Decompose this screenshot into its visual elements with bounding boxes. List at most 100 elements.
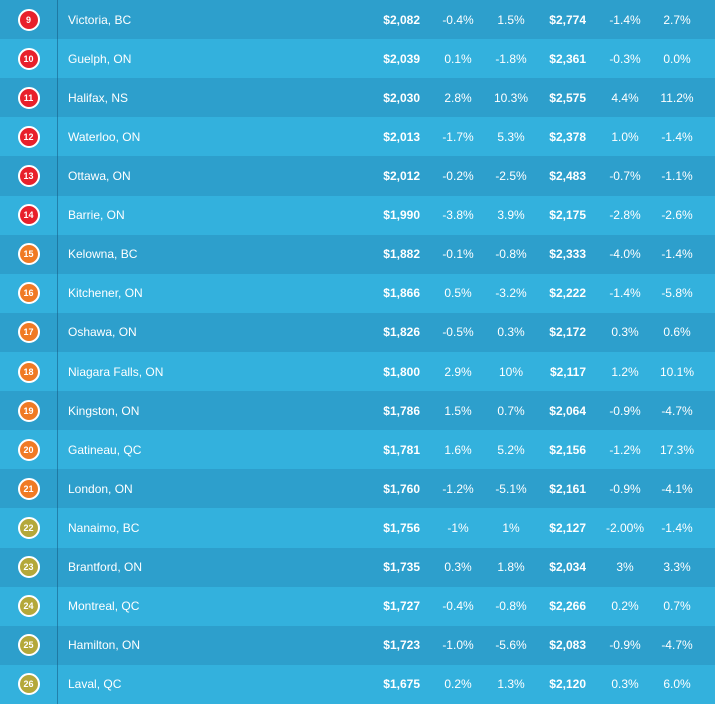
two-bedroom-monthly-change: -2.00%: [605, 520, 645, 535]
rank-badge: 10: [17, 47, 40, 70]
table-row: 26 Laval, QC $1,675 0.2% 1.3% $2,120 0.3…: [0, 664, 715, 704]
rank-badge: 23: [17, 556, 40, 579]
two-bedroom-monthly-change: -1.4%: [609, 12, 641, 27]
two-bedroom-rent: $2,483: [549, 168, 586, 183]
two-bedroom-yearly-change: 17.3%: [659, 442, 695, 457]
rank-badge: 14: [17, 204, 40, 227]
city-name: Montreal, QC: [68, 599, 140, 614]
two-bedroom-monthly-change: 0.3%: [611, 677, 639, 692]
one-bedroom-yearly-change: 1.5%: [497, 12, 525, 27]
one-bedroom-rent: $1,990: [383, 208, 420, 223]
one-bedroom-rent: $1,756: [383, 520, 420, 535]
one-bedroom-yearly-change: 0.7%: [497, 403, 525, 418]
rank-cell: 13: [0, 156, 58, 196]
rank-cell: 21: [0, 469, 58, 509]
one-bedroom-monthly-change: 0.3%: [444, 560, 472, 575]
one-bedroom-yearly-change: -3.2%: [495, 286, 527, 301]
rank-cell: 12: [0, 117, 58, 157]
two-bedroom-yearly-change: 0.7%: [663, 599, 691, 614]
two-bedroom-yearly-change: -4.7%: [661, 403, 693, 418]
one-bedroom-rent: $1,800: [383, 364, 420, 379]
city-name: Hamilton, ON: [68, 638, 141, 653]
two-bedroom-rent: $2,175: [549, 208, 586, 223]
two-bedroom-yearly-change: 6.0%: [663, 677, 691, 692]
one-bedroom-yearly-change: -5.6%: [495, 638, 527, 653]
one-bedroom-rent: $1,781: [383, 442, 420, 457]
one-bedroom-rent: $1,735: [383, 560, 420, 575]
two-bedroom-monthly-change: 0.2%: [611, 599, 639, 614]
two-bedroom-monthly-change: -0.9%: [609, 481, 641, 496]
two-bedroom-rent: $2,333: [549, 247, 586, 262]
table-row: 11 Halifax, NS $2,030 2.8% 10.3% $2,575 …: [0, 78, 715, 118]
one-bedroom-yearly-change: 1%: [502, 520, 520, 535]
rank-badge: 13: [17, 164, 40, 187]
one-bedroom-rent: $1,786: [383, 403, 420, 418]
table-row: 25 Hamilton, ON $1,723 -1.0% -5.6% $2,08…: [0, 625, 715, 665]
table-row: 13 Ottawa, ON $2,012 -0.2% -2.5% $2,483 …: [0, 156, 715, 196]
rank-badge: 9: [17, 8, 40, 31]
two-bedroom-yearly-change: -4.7%: [661, 638, 693, 653]
city-name: Niagara Falls, ON: [68, 364, 164, 379]
two-bedroom-rent: $2,266: [549, 599, 586, 614]
city-name: Kelowna, BC: [68, 247, 138, 262]
one-bedroom-yearly-change: -0.8%: [495, 247, 527, 262]
rank-cell: 22: [0, 508, 58, 548]
two-bedroom-rent: $2,575: [549, 90, 586, 105]
one-bedroom-rent: $1,826: [383, 325, 420, 340]
two-bedroom-yearly-change: -2.6%: [661, 208, 693, 223]
one-bedroom-rent: $1,675: [383, 677, 420, 692]
table-row: 10 Guelph, ON $2,039 0.1% -1.8% $2,361 -…: [0, 39, 715, 79]
rank-badge: 22: [17, 516, 40, 539]
two-bedroom-monthly-change: -0.9%: [609, 403, 641, 418]
city-name: Waterloo, ON: [68, 129, 141, 144]
one-bedroom-rent: $2,030: [383, 90, 420, 105]
two-bedroom-yearly-change: 2.7%: [663, 12, 691, 27]
table-row: 18 Niagara Falls, ON $1,800 2.9% 10% $2,…: [0, 351, 715, 392]
two-bedroom-rent: $2,378: [549, 129, 586, 144]
two-bedroom-yearly-change: -1.4%: [661, 520, 693, 535]
table-row: 23 Brantford, ON $1,735 0.3% 1.8% $2,034…: [0, 547, 715, 587]
city-name: Halifax, NS: [68, 90, 129, 105]
one-bedroom-rent: $1,723: [383, 638, 420, 653]
one-bedroom-monthly-change: -0.1%: [442, 247, 474, 262]
one-bedroom-yearly-change: -5.1%: [495, 481, 527, 496]
one-bedroom-monthly-change: 0.5%: [444, 286, 472, 301]
one-bedroom-yearly-change: 3.9%: [497, 208, 525, 223]
city-name: Guelph, ON: [68, 51, 132, 66]
two-bedroom-monthly-change: 3%: [616, 560, 634, 575]
two-bedroom-rent: $2,034: [549, 560, 586, 575]
one-bedroom-monthly-change: 0.2%: [444, 677, 472, 692]
city-name: Ottawa, ON: [68, 168, 131, 183]
city-name: Nanaimo, BC: [68, 520, 140, 535]
one-bedroom-monthly-change: -0.4%: [442, 12, 474, 27]
one-bedroom-rent: $1,866: [383, 286, 420, 301]
rank-badge: 15: [17, 243, 40, 266]
table-row: 22 Nanaimo, BC $1,756 -1% 1% $2,127 -2.0…: [0, 508, 715, 548]
table-row: 24 Montreal, QC $1,727 -0.4% -0.8% $2,26…: [0, 586, 715, 626]
rank-cell: 9: [0, 0, 58, 40]
rank-badge: 11: [17, 86, 40, 109]
city-name: London, ON: [68, 481, 133, 496]
rank-cell: 15: [0, 234, 58, 274]
one-bedroom-rent: $2,039: [383, 51, 420, 66]
rank-badge: 26: [17, 673, 40, 696]
two-bedroom-yearly-change: 3.3%: [663, 560, 691, 575]
one-bedroom-rent: $2,013: [383, 129, 420, 144]
one-bedroom-rent: $1,727: [383, 599, 420, 614]
table-row: 9 Victoria, BC $2,082 -0.4% 1.5% $2,774 …: [0, 0, 715, 40]
two-bedroom-rent: $2,172: [549, 325, 586, 340]
one-bedroom-rent: $2,082: [383, 12, 420, 27]
table-row: 15 Kelowna, BC $1,882 -0.1% -0.8% $2,333…: [0, 234, 715, 274]
two-bedroom-monthly-change: -4.0%: [609, 247, 641, 262]
two-bedroom-rent: $2,774: [549, 12, 586, 27]
one-bedroom-monthly-change: -0.4%: [442, 599, 474, 614]
one-bedroom-monthly-change: 0.1%: [444, 51, 472, 66]
one-bedroom-monthly-change: -3.8%: [442, 208, 474, 223]
table-row: 14 Barrie, ON $1,990 -3.8% 3.9% $2,175 -…: [0, 195, 715, 235]
two-bedroom-monthly-change: -1.2%: [609, 442, 641, 457]
one-bedroom-monthly-change: -0.2%: [442, 168, 474, 183]
one-bedroom-yearly-change: -2.5%: [495, 168, 527, 183]
one-bedroom-yearly-change: 10.3%: [493, 90, 529, 105]
table-row: 20 Gatineau, QC $1,781 1.6% 5.2% $2,156 …: [0, 430, 715, 470]
